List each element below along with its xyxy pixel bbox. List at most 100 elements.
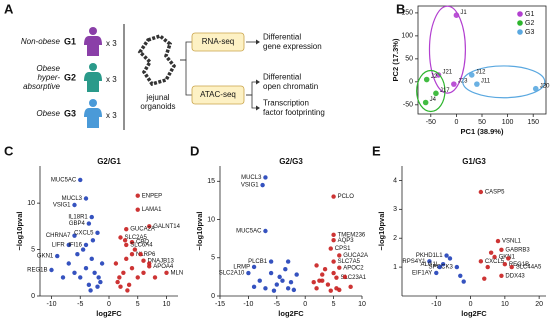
point bbox=[495, 238, 501, 244]
y-tick-label: 0 bbox=[211, 293, 215, 300]
point bbox=[113, 261, 119, 266]
point-label: NLRP6 bbox=[136, 252, 156, 258]
point bbox=[294, 272, 299, 277]
point-label: GUCA2A bbox=[130, 227, 155, 233]
x-tick-label: -15 bbox=[215, 301, 225, 308]
panel-label: C bbox=[4, 143, 14, 158]
legend-label: G1 bbox=[525, 11, 534, 18]
point bbox=[95, 230, 100, 236]
y-axis-label: −log10pval bbox=[15, 212, 24, 251]
point bbox=[461, 279, 466, 284]
x-axis-label: log2FC bbox=[461, 309, 487, 318]
connector bbox=[180, 59, 192, 96]
point bbox=[121, 270, 126, 275]
legend-label: G3 bbox=[525, 29, 534, 36]
arrow-head bbox=[256, 105, 260, 111]
point-label: REG1B bbox=[509, 262, 529, 268]
point bbox=[66, 242, 71, 248]
point bbox=[141, 258, 146, 263]
point bbox=[86, 282, 92, 288]
y-tick-label: 5 bbox=[211, 255, 215, 262]
point bbox=[72, 233, 77, 238]
point bbox=[314, 263, 319, 268]
point bbox=[478, 189, 484, 195]
person-body bbox=[84, 108, 102, 128]
point-label: MLN bbox=[171, 270, 184, 276]
group-ellipse bbox=[428, 5, 467, 94]
point bbox=[485, 264, 490, 270]
point bbox=[435, 72, 442, 78]
y-tick-label: -50 bbox=[403, 102, 413, 109]
point-label: LIFR bbox=[52, 243, 66, 249]
x-tick-label: 0 bbox=[303, 301, 307, 308]
point bbox=[317, 278, 322, 283]
point bbox=[124, 226, 129, 232]
point-label: J12 bbox=[476, 70, 486, 76]
point-label: ENPEP bbox=[142, 193, 162, 199]
y-tick-label: 100 bbox=[401, 33, 413, 40]
point bbox=[458, 273, 463, 278]
point bbox=[337, 265, 342, 270]
point-label: SLC6A4 bbox=[130, 243, 153, 249]
point bbox=[482, 276, 487, 281]
legend-swatch bbox=[517, 29, 523, 35]
point bbox=[283, 267, 288, 272]
point-label: APOA4 bbox=[153, 264, 174, 270]
y-tick-label: 4 bbox=[393, 177, 397, 184]
point-label: J1 bbox=[460, 10, 467, 16]
point-label: PLCB1 bbox=[248, 259, 268, 265]
point bbox=[75, 252, 80, 257]
point-label: IFI16 bbox=[68, 243, 82, 249]
point bbox=[257, 278, 262, 283]
point-label: VSIG1 bbox=[53, 203, 71, 209]
point-label: SLC23A1 bbox=[340, 275, 366, 281]
point-label: J4 bbox=[430, 97, 437, 103]
point bbox=[468, 72, 475, 78]
y-tick-label: 0 bbox=[409, 79, 413, 86]
point bbox=[95, 284, 100, 289]
point-label: CPO bbox=[136, 240, 149, 246]
point bbox=[88, 288, 93, 293]
point bbox=[55, 253, 60, 259]
point bbox=[60, 275, 66, 280]
group-name: G1 bbox=[64, 36, 76, 46]
chart-scatter: -50 0 50 100 150 -50 0 50 100 150 PC1 (38.9%) PC2 (… bbox=[391, 5, 550, 136]
point-label: CXCL5 bbox=[74, 230, 94, 236]
point bbox=[89, 214, 94, 220]
panel-label: E bbox=[372, 143, 381, 158]
point bbox=[348, 284, 353, 290]
point bbox=[72, 202, 77, 208]
chart-title: G2/G1 bbox=[97, 157, 121, 166]
replicates: x 3 bbox=[106, 111, 117, 120]
point bbox=[506, 256, 511, 261]
point bbox=[49, 267, 54, 273]
y-tick-label: 15 bbox=[207, 178, 215, 185]
point bbox=[271, 288, 277, 293]
x-tick-label: 10 bbox=[358, 301, 366, 308]
x-axis-label: PC1 (38.9%) bbox=[461, 127, 504, 136]
point-label: GKN1 bbox=[37, 254, 54, 260]
point bbox=[427, 259, 432, 264]
point-label: SLC2A5 bbox=[125, 235, 148, 241]
point bbox=[124, 256, 129, 262]
point bbox=[78, 177, 83, 183]
point bbox=[90, 238, 96, 243]
point-label: J2 bbox=[431, 74, 438, 80]
point bbox=[126, 282, 132, 288]
point-label: DNAJB13 bbox=[148, 258, 175, 264]
point bbox=[453, 12, 460, 18]
point bbox=[331, 194, 336, 199]
legend-label: G2 bbox=[525, 20, 534, 27]
point bbox=[274, 282, 279, 287]
point-label: MUC5AC bbox=[236, 229, 262, 235]
point bbox=[337, 253, 342, 258]
organoid-label: organoids bbox=[140, 102, 175, 111]
point bbox=[322, 267, 328, 272]
point bbox=[117, 275, 122, 280]
chart-title: G1/G3 bbox=[462, 157, 486, 166]
point bbox=[285, 259, 291, 264]
point bbox=[434, 270, 439, 276]
assay-output: factor footprinting bbox=[263, 108, 325, 117]
point bbox=[331, 232, 336, 238]
y-axis-label: PC2 (17.3%) bbox=[391, 38, 400, 81]
